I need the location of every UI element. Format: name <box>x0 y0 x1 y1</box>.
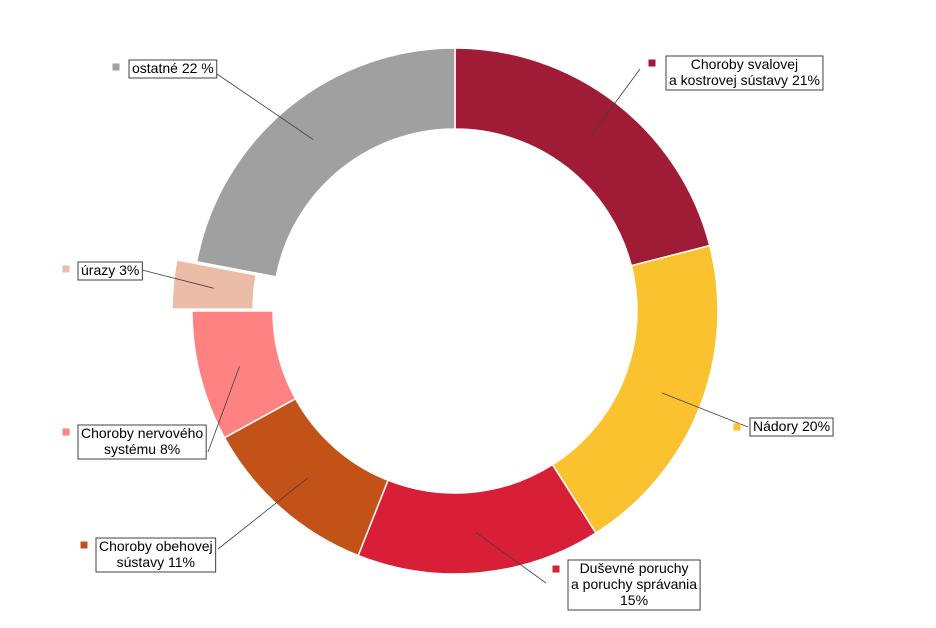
label-box-dusevne <box>567 559 701 611</box>
label-box-obehove <box>95 537 217 573</box>
leader-line-obehove <box>217 477 309 550</box>
legend-marker-dusevne <box>552 565 560 573</box>
leader-line-urazy <box>141 269 214 289</box>
leader-line-ostatne <box>216 73 314 140</box>
label-dusevne: Duševné poruchy a poruchy správania 15% <box>552 559 701 611</box>
label-ostatne: ostatné 22 % <box>112 59 218 79</box>
label-line: Choroby nervového <box>81 425 203 441</box>
legend-marker-nadory <box>733 423 741 431</box>
slice-labels: Choroby svalovej a kostrovej sústavy 21% N… <box>62 55 834 611</box>
label-line: Choroby svalovej <box>691 56 798 72</box>
label-line: ostatné 22 % <box>132 60 214 76</box>
slice-urazy <box>171 258 258 310</box>
legend-marker-obehove <box>80 541 88 549</box>
label-text-ostatne: ostatné 22 % <box>132 60 214 76</box>
label-line: a poruchy správania <box>571 576 697 592</box>
label-box-ostatne <box>128 59 218 79</box>
legend-marker-urazy <box>62 265 70 273</box>
label-nervove: Choroby nervového systému 8% <box>62 424 207 460</box>
legend-marker-ostatne <box>112 63 120 71</box>
label-text-svalove: Choroby svalovej a kostrovej sústavy 21% <box>669 56 820 88</box>
leader-line-svalove <box>591 68 641 136</box>
slice-dusevne <box>357 463 597 575</box>
donut-slices <box>171 47 719 575</box>
label-line: úrazy 3% <box>81 262 139 278</box>
label-box-urazy <box>77 261 143 281</box>
label-line: 15% <box>620 592 648 608</box>
label-text-obehove: Choroby obehovej sústavy 11% <box>99 538 213 570</box>
slice-nadory <box>551 244 719 535</box>
label-nadory: Nádory 20% <box>733 417 834 437</box>
label-svalove: Choroby svalovej a kostrovej sústavy 21% <box>648 55 824 91</box>
label-text-nervove: Choroby nervového systému 8% <box>81 425 203 457</box>
label-text-nadory: Nádory 20% <box>753 418 830 434</box>
slice-ostatne <box>195 47 456 278</box>
leader-line-nervove <box>207 366 240 453</box>
label-box-nervove <box>77 424 207 460</box>
label-line: a kostrovej sústavy 21% <box>669 72 820 88</box>
label-box-nadory <box>749 417 834 437</box>
leader-line-nadory <box>661 392 749 428</box>
leader-line-dusevne <box>475 532 547 584</box>
label-text-dusevne: Duševné poruchy a poruchy správania 15% <box>571 560 697 608</box>
label-line: Nádory 20% <box>753 418 830 434</box>
label-line: sústavy 11% <box>117 554 195 570</box>
legend-marker-nervove <box>62 428 70 436</box>
slice-nervove <box>191 310 297 439</box>
label-urazy: úrazy 3% <box>62 261 143 281</box>
label-text-urazy: úrazy 3% <box>81 262 139 278</box>
label-box-svalove <box>665 55 824 91</box>
label-line: systému 8% <box>104 441 180 457</box>
label-obehove: Choroby obehovej sústavy 11% <box>80 537 217 573</box>
legend-marker-svalove <box>648 59 656 67</box>
label-line: Choroby obehovej <box>99 538 213 554</box>
label-line: Duševné poruchy <box>580 560 689 576</box>
leader-lines <box>141 68 749 584</box>
